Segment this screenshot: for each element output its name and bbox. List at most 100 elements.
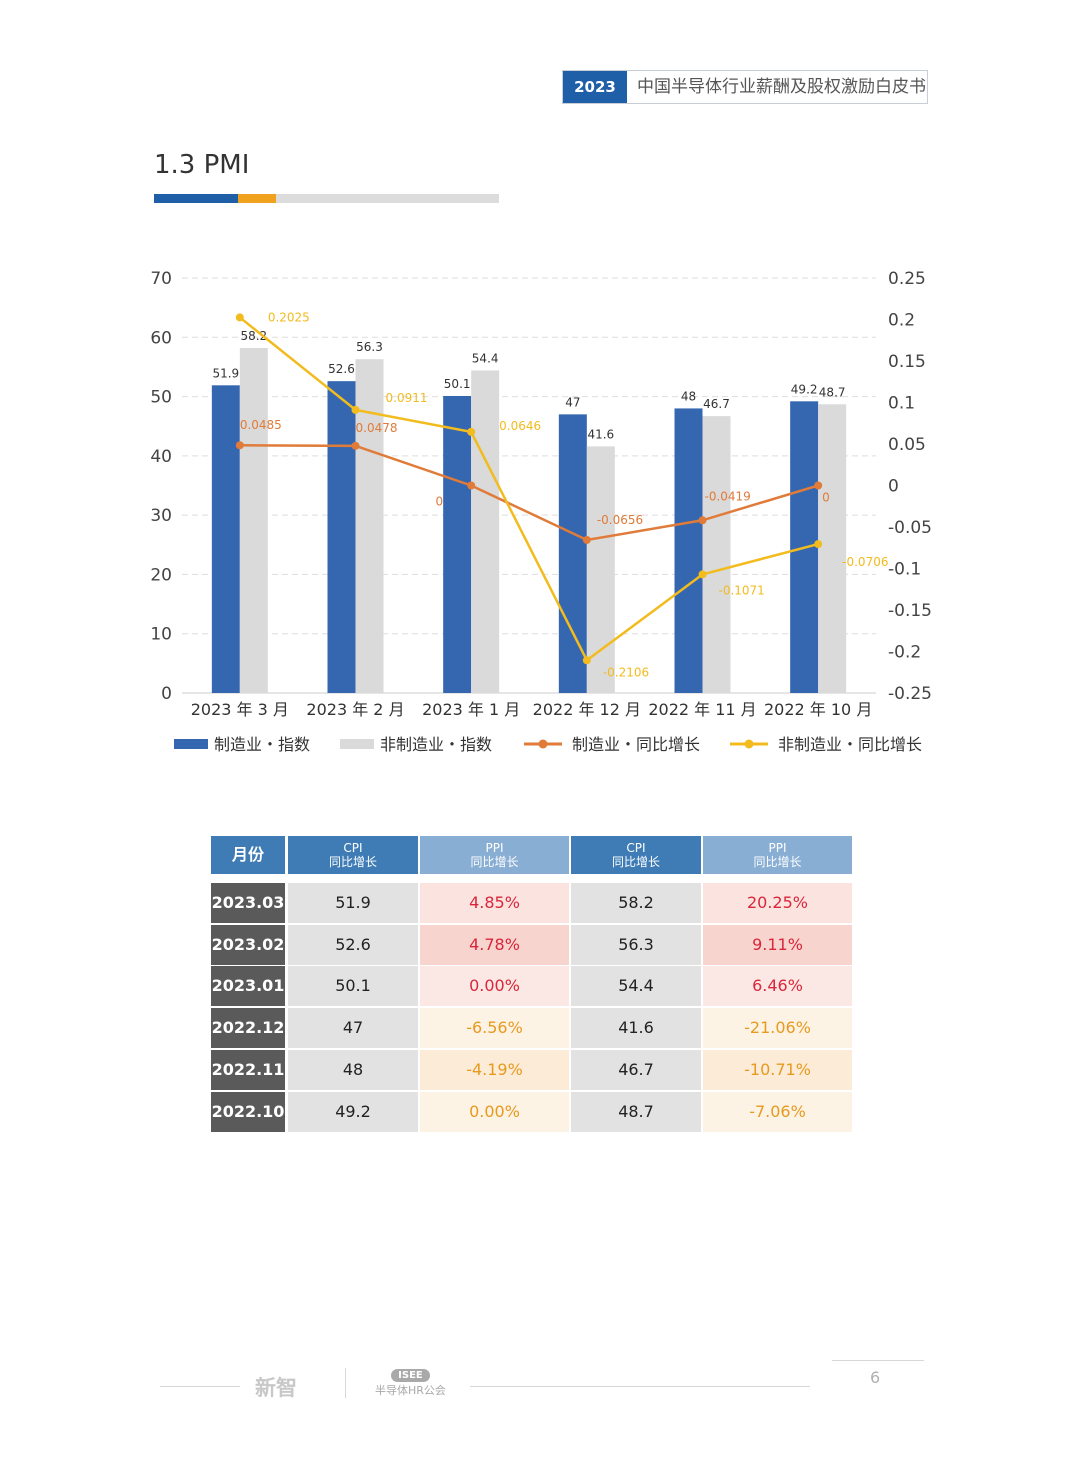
bar-data-label: 54.4 [472, 351, 499, 365]
table-cell-value: 47 [288, 1008, 418, 1049]
section-title: 1.3 PMI [154, 150, 250, 180]
header-title: 中国半导体行业薪酬及股权激励白皮书 [637, 77, 926, 97]
table-cell-value: 58.2 [571, 883, 701, 923]
bar-data-label: 48.7 [819, 385, 846, 399]
table-cell-value: 41.6 [571, 1008, 701, 1049]
y-right-tick-label: -0.25 [888, 684, 932, 704]
bar-non-manufacturing [239, 347, 268, 693]
table-cell-value: 0.00% [420, 1091, 569, 1132]
table-cell-value: 50.1 [288, 966, 418, 1007]
title-underline-orange [238, 194, 276, 203]
table-cell-value: -21.06% [703, 1008, 852, 1049]
bar-data-label: 52.6 [328, 362, 355, 376]
table-header-2: PPI 同比增长 [420, 836, 569, 874]
legend-label: 制造业・同比增长 [572, 735, 700, 754]
table-header-3: CPI 同比增长 [571, 836, 701, 874]
line-data-label: -0.1071 [719, 583, 765, 597]
x-category-label: 2023 年 1 月 [422, 700, 520, 719]
line-point [467, 427, 476, 436]
footer-rule-mid [470, 1386, 810, 1387]
y-right-tick-label: 0.05 [888, 435, 926, 455]
table-header-4: PPI 同比增长 [703, 836, 852, 874]
header-line1: 月份 [231, 845, 264, 864]
y-right-tick-label: 0.25 [888, 269, 926, 289]
pmi-chart: 7060504030201000.250.20.150.10.050-0.05-… [150, 269, 932, 754]
y-left-tick-label: 50 [150, 388, 172, 408]
line-point [235, 313, 244, 322]
legend-label: 非制造业・同比增长 [778, 735, 922, 754]
x-category-label: 2022 年 11 月 [648, 700, 756, 719]
footer-rule-right [832, 1360, 924, 1361]
footer-divider [345, 1368, 346, 1398]
table-header-0: 月份 [211, 836, 285, 874]
line-data-label: 0 [822, 491, 830, 505]
bar-non-manufacturing [818, 404, 847, 693]
bar-manufacturing [443, 395, 472, 693]
title-underline-blue [154, 194, 238, 203]
table-cell-value: 51.9 [288, 883, 418, 923]
y-left-tick-label: 10 [150, 625, 172, 645]
header-line1: PPI [768, 841, 787, 855]
bar-data-label: 48 [681, 389, 696, 403]
bar-data-label: 51.9 [212, 366, 239, 380]
table-cell-value: 52.6 [288, 924, 418, 965]
header-banner: 2023 中国半导体行业薪酬及股权激励白皮书 [562, 70, 928, 104]
line-data-label: 0.0478 [356, 421, 398, 435]
bar-non-manufacturing [471, 370, 500, 693]
table-cell-month: 2023.02 [211, 924, 285, 965]
x-category-label: 2023 年 2 月 [306, 700, 404, 719]
table-cell-value: 9.11% [703, 924, 852, 965]
isee-logo-pill: ISEE [391, 1369, 430, 1382]
bar-data-label: 50.1 [444, 377, 471, 391]
line-point [351, 441, 360, 450]
line-data-label: -0.0656 [597, 513, 643, 527]
line-data-label: 0.0646 [499, 419, 541, 433]
line-data-label: -0.2106 [603, 665, 649, 679]
header-year: 2023 [563, 71, 627, 103]
isee-logo-text: 半导体HR公会 [375, 1384, 446, 1397]
bar-non-manufacturing [702, 416, 731, 693]
table-cell-value: 49.2 [288, 1091, 418, 1132]
line-point [582, 535, 591, 544]
table-cell-value: 6.46% [703, 966, 852, 1007]
header-line1: CPI [343, 841, 363, 855]
legend-swatch-point [538, 739, 548, 749]
line-point [467, 481, 476, 490]
line-point [698, 570, 707, 579]
table-cell-value: 20.25% [703, 883, 852, 923]
line-point [814, 540, 823, 549]
y-right-tick-label: 0.15 [888, 352, 926, 372]
legend-swatch [174, 739, 208, 749]
y-left-tick-label: 0 [161, 684, 172, 704]
y-right-tick-label: 0.1 [888, 394, 915, 414]
line-point [351, 405, 360, 414]
table-cell-value: 46.7 [571, 1049, 701, 1090]
line-data-label: -0.0706 [842, 555, 888, 569]
table-cell-value: -6.56% [420, 1008, 569, 1049]
page-number: 6 [870, 1368, 881, 1387]
title-underline-grey [276, 194, 499, 203]
table-cell-value: 54.4 [571, 966, 701, 1007]
bar-data-label: 49.2 [791, 382, 818, 396]
legend-label: 制造业・指数 [214, 735, 310, 754]
line-non-manufacturing-growth [239, 316, 819, 663]
y-right-tick-label: -0.15 [888, 601, 932, 621]
x-category-label: 2023 年 3 月 [191, 700, 289, 719]
header-line2: 同比增长 [753, 855, 802, 869]
line-data-label: 0.2025 [268, 310, 310, 324]
table-cell-month: 2022.12 [211, 1008, 285, 1049]
table-cell-value: 4.78% [420, 924, 569, 965]
table-cell-value: 0.00% [420, 966, 569, 1007]
isee-logo: ISEE 半导体HR公会 [375, 1368, 446, 1398]
bar-non-manufacturing [586, 446, 615, 693]
bar-data-label: 47 [565, 395, 580, 409]
table-cell-value: 4.85% [420, 883, 569, 923]
y-left-tick-label: 30 [150, 506, 172, 526]
bar-data-label: 56.3 [356, 340, 383, 354]
footer-rule-left [160, 1386, 240, 1387]
table-header-1: CPI 同比增长 [288, 836, 418, 874]
line-point [814, 481, 823, 490]
y-left-tick-label: 70 [150, 269, 172, 289]
bar-non-manufacturing [355, 359, 384, 693]
bar-manufacturing [558, 414, 587, 693]
